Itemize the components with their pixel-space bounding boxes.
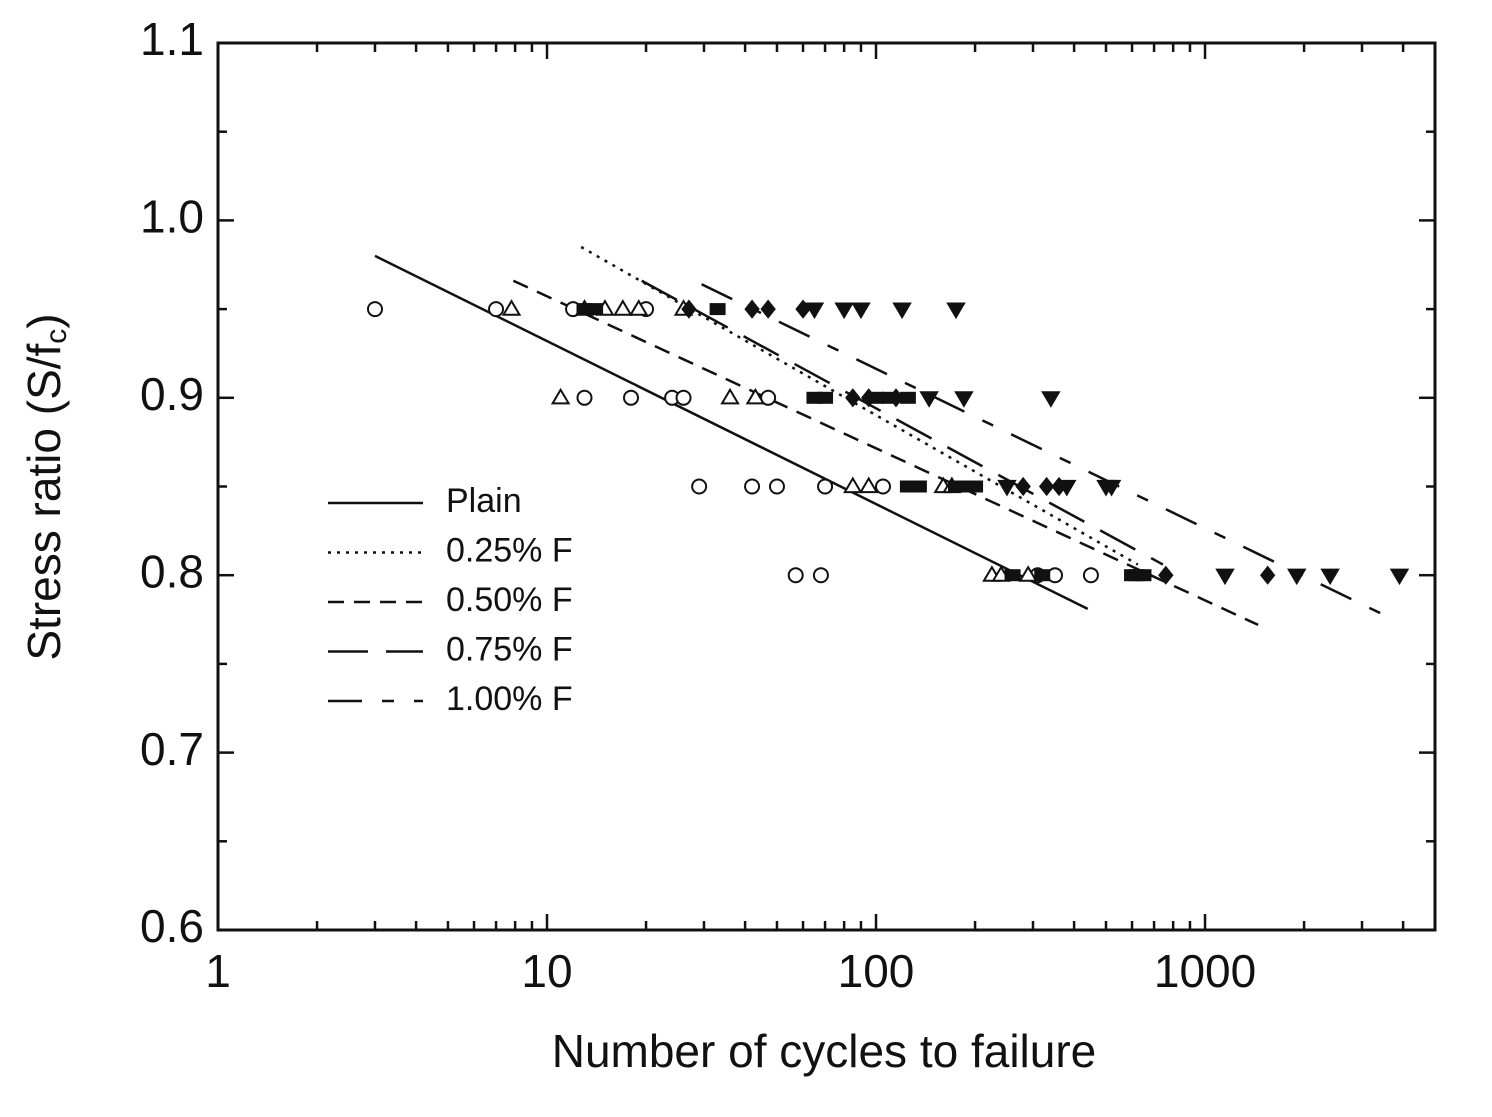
marker (576, 389, 593, 406)
marker (787, 567, 804, 584)
x-tick-label: 10 (521, 945, 572, 997)
y-title-text: Stress ratio (S/f (18, 343, 70, 660)
legend-label: 0.50% F (446, 581, 573, 619)
marker (675, 389, 692, 406)
y-title-suffix: ) (18, 313, 70, 328)
marker (1101, 479, 1122, 497)
marker (817, 391, 834, 404)
marker (888, 388, 904, 408)
marker (1015, 476, 1031, 497)
marker (622, 389, 639, 406)
y-tick-label: 1.0 (140, 191, 204, 243)
marker (1082, 567, 1099, 584)
y-tick-label: 0.9 (140, 368, 204, 420)
series-line (512, 279, 1259, 627)
y-tick-label: 1.1 (140, 13, 204, 65)
marker (804, 302, 825, 320)
marker (817, 478, 834, 495)
marker (744, 478, 761, 495)
marker (861, 388, 877, 408)
marker (954, 391, 974, 408)
marker (628, 299, 649, 316)
marker (812, 567, 829, 584)
marker (681, 299, 697, 319)
marker (768, 478, 785, 495)
marker (1215, 568, 1235, 586)
marker (550, 387, 571, 405)
marker (919, 391, 939, 408)
legend-label: Plain (446, 482, 522, 520)
marker (1320, 568, 1340, 586)
y-axis-title: Stress ratio (S/fc) (18, 313, 73, 660)
marker (1259, 565, 1276, 585)
marker (488, 301, 505, 318)
marker (843, 476, 863, 494)
marker (760, 299, 776, 319)
marker (1158, 565, 1174, 585)
marker (691, 478, 708, 495)
marker (366, 301, 383, 318)
marker (858, 476, 879, 494)
legend-label: 0.75% F (446, 630, 573, 668)
marker (910, 480, 927, 493)
x-tick-label: 1 (205, 945, 231, 997)
marker (1389, 568, 1410, 586)
marker (720, 387, 740, 405)
marker (834, 302, 854, 320)
marker (967, 480, 984, 493)
marker (1018, 565, 1038, 582)
y-tick-label: 0.6 (140, 900, 204, 952)
x-tick-label: 100 (838, 945, 915, 997)
marker (1286, 568, 1307, 586)
marker (1004, 569, 1021, 582)
legend-label: 0.25% F (446, 531, 573, 569)
series-line (641, 279, 1164, 566)
legend-label: 1.00% F (446, 680, 573, 718)
y-tick-label: 0.8 (140, 545, 204, 597)
marker (745, 387, 766, 405)
marker (587, 303, 604, 316)
y-tick-label: 0.7 (140, 723, 204, 775)
marker (1057, 479, 1077, 497)
marker (501, 299, 522, 316)
x-axis-title: Number of cycles to failure (552, 1025, 1097, 1077)
marker (997, 479, 1017, 497)
x-tick-label: 1000 (1154, 945, 1256, 997)
marker (874, 478, 891, 495)
y-title-subscript: c (40, 329, 73, 344)
marker (1135, 569, 1152, 582)
marker (613, 299, 633, 316)
marker (946, 302, 966, 320)
marker (1041, 391, 1061, 408)
marker (1038, 476, 1055, 497)
marker (709, 303, 726, 316)
marker (744, 299, 760, 319)
marker (892, 302, 912, 320)
marker (851, 302, 871, 320)
marker (1034, 569, 1051, 582)
marker (845, 388, 861, 408)
